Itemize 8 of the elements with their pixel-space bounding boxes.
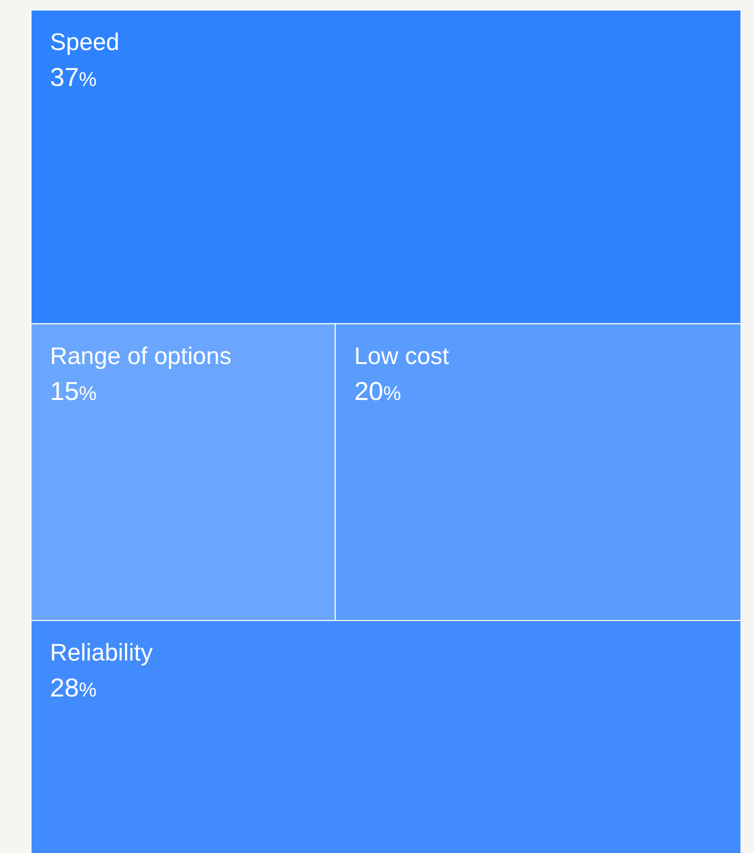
data-label: 37% [50,62,97,92]
data-label: 28% [50,672,97,703]
category-label: Range of options [50,342,232,370]
category-label: Reliability [50,640,153,667]
category-label: Speed [50,29,120,56]
data-label: 15% [50,376,97,406]
category-label: Low cost [354,342,450,370]
data-label: 20% [354,376,402,406]
